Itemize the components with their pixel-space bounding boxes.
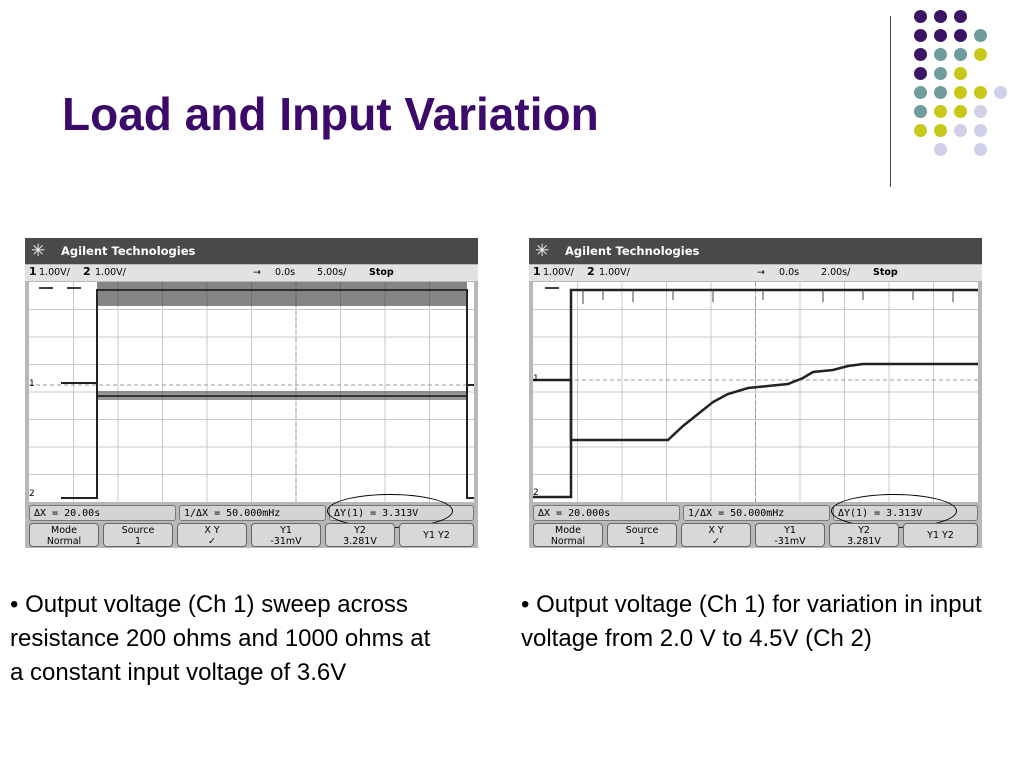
decorative-dot xyxy=(954,48,967,61)
softkey-mode[interactable]: Mode Normal xyxy=(533,523,603,547)
decorative-dot xyxy=(974,124,987,137)
ch1-label: 1 xyxy=(29,265,37,278)
scope-status-bar: 1 1.00V/ 2 1.00V/ → 0.0s 5.00s/ Stop xyxy=(25,265,478,281)
decorative-dot xyxy=(914,48,927,61)
scope-brand: Agilent Technologies xyxy=(565,244,700,258)
ch2-scale: 1.00V/ xyxy=(599,267,630,278)
inv-delta-x-readout: 1/ΔX = 50.000mHz xyxy=(179,505,326,521)
decorative-dot xyxy=(934,29,947,42)
decorative-dot xyxy=(974,48,987,61)
decorative-dot xyxy=(954,67,967,80)
time-per-div: 2.00s/ xyxy=(821,267,851,278)
decorative-dot xyxy=(954,29,967,42)
decorative-dot xyxy=(974,86,987,99)
decorative-dot xyxy=(934,67,947,80)
decorative-dot xyxy=(974,143,987,156)
inv-delta-x-readout: 1/ΔX = 50.000mHz xyxy=(683,505,830,521)
softkey-y1[interactable]: Y1 -31mV xyxy=(755,523,825,547)
decorative-dot xyxy=(954,124,967,137)
oscilloscope-screenshot-load: ✳ Agilent Technologies 1 1.00V/ 2 1.00V/… xyxy=(25,238,478,548)
decorative-dot xyxy=(914,124,927,137)
caption-input-variation: • Output voltage (Ch 1) for variation in… xyxy=(521,591,982,652)
decorative-dot xyxy=(934,10,947,23)
softkey-mode[interactable]: Mode Normal xyxy=(29,523,99,547)
decorative-dot xyxy=(934,86,947,99)
softkey-y1-y2[interactable]: Y1 Y2 xyxy=(399,523,474,547)
decorative-dot xyxy=(914,86,927,99)
decorative-dot xyxy=(914,67,927,80)
decorative-dot xyxy=(954,86,967,99)
oscilloscope-screenshot-input: ✳ Agilent Technologies 1 1.00V/ 2 1.00V/… xyxy=(529,238,982,548)
slide-title: Load and Input Variation xyxy=(62,88,599,140)
decorative-dot xyxy=(934,105,947,118)
decorative-dot xyxy=(954,105,967,118)
svg-text:1: 1 xyxy=(29,379,35,389)
run-state: Stop xyxy=(873,267,898,278)
softkey-source[interactable]: Source 1 xyxy=(607,523,677,547)
softkey-y2[interactable]: Y2 3.281V xyxy=(325,523,395,547)
scope-status-bar: 1 1.00V/ 2 1.00V/ → 0.0s 2.00s/ Stop xyxy=(529,265,982,281)
softkey-y1-y2[interactable]: Y1 Y2 xyxy=(903,523,978,547)
time-per-div: 5.00s/ xyxy=(317,267,347,278)
time-offset: 0.0s xyxy=(779,267,800,278)
ch2-label: 2 xyxy=(587,265,595,278)
softkey-source[interactable]: Source 1 xyxy=(103,523,173,547)
decorative-dot xyxy=(954,10,967,23)
decorative-dot-grid xyxy=(900,10,1010,170)
ch1-scale: 1.00V/ xyxy=(543,267,574,278)
decorative-dot xyxy=(914,10,927,23)
ch2-scale: 1.00V/ xyxy=(95,267,126,278)
svg-text:2: 2 xyxy=(533,488,539,498)
title-divider-line xyxy=(890,16,891,187)
softkey-y1[interactable]: Y1 -31mV xyxy=(251,523,321,547)
decorative-dot xyxy=(934,48,947,61)
agilent-logo-icon: ✳ xyxy=(535,241,550,260)
decorative-dot xyxy=(934,143,947,156)
scope-display-load: 1 2 xyxy=(29,282,474,502)
run-state: Stop xyxy=(369,267,394,278)
caption-load-variation: • Output voltage (Ch 1) sweep across res… xyxy=(10,591,431,686)
ch1-scale: 1.00V/ xyxy=(39,267,70,278)
decorative-dot xyxy=(974,105,987,118)
decorative-dot xyxy=(974,29,987,42)
time-offset: 0.0s xyxy=(275,267,296,278)
scope-header: ✳ Agilent Technologies xyxy=(529,238,982,264)
decorative-dot xyxy=(934,124,947,137)
ch1-label: 1 xyxy=(533,265,541,278)
svg-text:1: 1 xyxy=(533,374,539,384)
softkey-x-y[interactable]: X Y ✓ xyxy=(177,523,247,547)
scope-display-input: 1 2 xyxy=(533,282,978,502)
svg-text:2: 2 xyxy=(29,489,35,499)
decorative-dot xyxy=(914,29,927,42)
softkey-x-y[interactable]: X Y ✓ xyxy=(681,523,751,547)
delta-x-readout: ΔX = 20.000s xyxy=(533,505,680,521)
agilent-logo-icon: ✳ xyxy=(31,241,46,260)
softkey-y2[interactable]: Y2 3.281V xyxy=(829,523,899,547)
delta-x-readout: ΔX = 20.00s xyxy=(29,505,176,521)
scope-brand: Agilent Technologies xyxy=(61,244,196,258)
trigger-arrow-icon: → xyxy=(253,267,261,278)
ch2-label: 2 xyxy=(83,265,91,278)
trigger-arrow-icon: → xyxy=(757,267,765,278)
decorative-dot xyxy=(914,105,927,118)
scope-header: ✳ Agilent Technologies xyxy=(25,238,478,264)
decorative-dot xyxy=(994,86,1007,99)
